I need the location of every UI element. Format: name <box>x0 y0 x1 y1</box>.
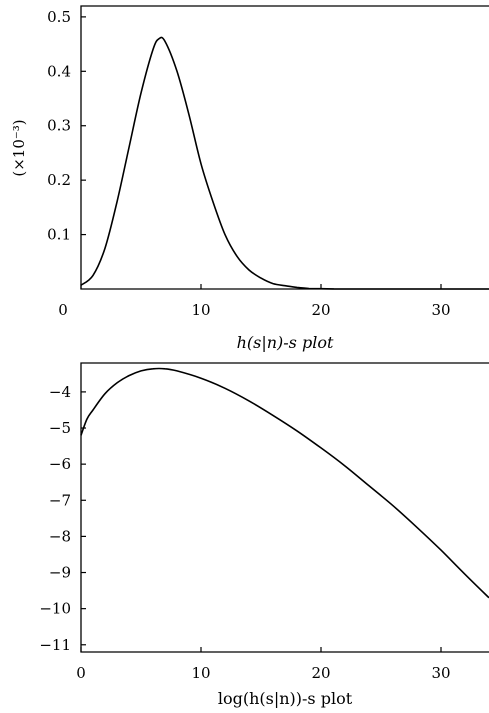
chart-2-y-tick-label: −11 <box>39 636 71 654</box>
chart-2-y-tick-label: −4 <box>49 383 71 401</box>
chart-1-x-tick-label: 0 <box>58 301 68 319</box>
chart-1-y-tick-label: 0.4 <box>47 62 71 80</box>
chart-1-frame <box>80 5 489 290</box>
chart-1-y-tick-label: 0.5 <box>47 8 71 26</box>
chart-1-y-axis-label: (×10⁻³) <box>10 119 28 176</box>
chart-2-y-tick-label: −10 <box>39 600 71 618</box>
chart-2-y-tick-label: −8 <box>49 527 71 545</box>
chart-1-x-axis-label: h(s|n)-s plot <box>237 333 334 352</box>
chart-2-series-line <box>80 367 489 599</box>
chart-2-frame <box>80 362 489 653</box>
chart-2-x-axis-label: log(h(s|n))-s plot <box>218 689 353 708</box>
chart-1-y-tick-label: 0.2 <box>47 171 71 189</box>
chart-1: 0.1 0.2 0.3 0.4 0.5 0 10 20 30 (×10⁻³) h(s|n)-s… <box>10 5 489 352</box>
chart-1-x-tick-label: 10 <box>191 301 210 319</box>
chart-1-x-tick-label: 20 <box>311 301 330 319</box>
chart-1-x-tick-label: 30 <box>431 301 450 319</box>
chart-2-x-tick-label: 20 <box>311 664 330 682</box>
chart-1-y-ticks: 0.1 0.2 0.3 0.4 0.5 <box>47 8 86 244</box>
chart-2-y-tick-label: −9 <box>49 564 71 582</box>
chart-2-y-tick-label: −6 <box>49 455 71 473</box>
chart-2-x-tick-label: 30 <box>431 664 450 682</box>
chart-2-x-ticks: 0 10 20 30 <box>76 647 451 682</box>
chart-2-y-tick-label: −7 <box>49 491 71 509</box>
chart-2-x-tick-label: 0 <box>76 664 86 682</box>
chart-1-y-tick-label: 0.1 <box>47 226 71 244</box>
chart-1-series-line <box>80 36 489 290</box>
chart-2-y-ticks: −4 −5 −6 −7 −8 −9 −10 −11 <box>39 383 86 654</box>
chart-2: −4 −5 −6 −7 −8 −9 −10 −11 0 10 20 30 log(h(s|n))-s… <box>39 362 489 708</box>
chart-2-y-tick-label: −5 <box>49 419 71 437</box>
chart-1-x-ticks: 0 10 20 30 <box>58 284 451 319</box>
chart-1-y-tick-label: 0.3 <box>47 117 71 135</box>
chart-2-x-tick-label: 10 <box>191 664 210 682</box>
